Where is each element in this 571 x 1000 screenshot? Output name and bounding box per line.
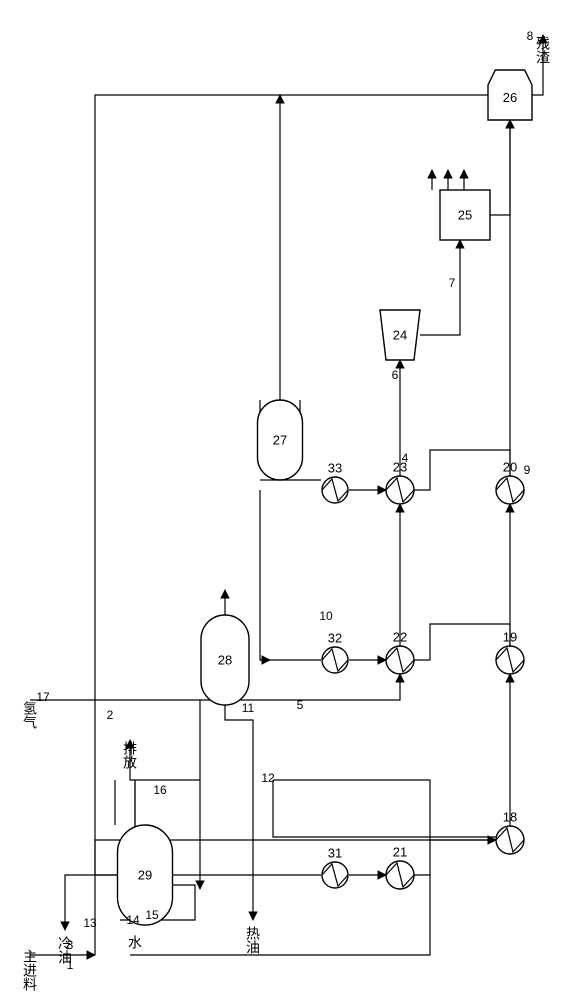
- separator-26: 26: [488, 70, 532, 120]
- stream-line: [414, 450, 510, 490]
- node-label: 33: [328, 461, 342, 476]
- stream-label-17: 17: [36, 690, 50, 704]
- heat-exchanger-18: 18: [496, 810, 524, 855]
- stream-label-5: 5: [297, 698, 304, 712]
- io-label-hot_oil: 热油: [245, 926, 261, 954]
- heat-exchanger-31: 31: [322, 846, 348, 889]
- io-label-residue: 残渣: [535, 36, 551, 64]
- svg-text:28: 28: [218, 653, 232, 668]
- node-label: 32: [328, 631, 342, 646]
- stream-line: [130, 875, 430, 955]
- stream-label-6: 6: [392, 368, 399, 382]
- stream-label-4: 4: [402, 451, 409, 465]
- stream-line: [260, 490, 321, 660]
- stream-line: [273, 780, 496, 837]
- drum-28: 28: [201, 615, 249, 705]
- stream-label-7: 7: [449, 276, 456, 290]
- heat-exchanger-32: 32: [322, 631, 348, 674]
- stream-label-10: 10: [319, 609, 333, 623]
- node-label: 18: [503, 810, 517, 825]
- node-label: 22: [393, 630, 407, 645]
- stream-line: [414, 624, 510, 660]
- stream-line: [273, 780, 430, 840]
- unit-24: 24: [380, 310, 420, 360]
- node-label: 21: [393, 845, 407, 860]
- svg-text:24: 24: [393, 328, 407, 343]
- node-label: 31: [328, 846, 342, 861]
- svg-text:26: 26: [503, 90, 517, 105]
- stream-label-2: 2: [107, 708, 114, 722]
- heat-exchanger-19: 19: [496, 630, 524, 675]
- stream-line: [95, 95, 488, 875]
- io-label-main_feed: 主进料: [22, 949, 38, 991]
- io-label-hydrogen: 氢气: [22, 701, 38, 729]
- node-label: 19: [503, 630, 517, 645]
- heat-exchanger-33: 33: [322, 461, 348, 504]
- stream-label-16: 16: [153, 783, 167, 797]
- heat-exchanger-20: 20: [496, 460, 524, 505]
- stream-label-11: 11: [242, 701, 255, 715]
- stream-label-9: 9: [524, 463, 531, 477]
- stream-label-15: 15: [145, 908, 159, 922]
- drum-27: 27: [258, 400, 303, 480]
- svg-text:27: 27: [273, 433, 287, 448]
- stream-label-12: 12: [261, 771, 275, 785]
- stream-label-8: 8: [527, 29, 534, 43]
- io-label-discharge: 排放: [122, 741, 138, 770]
- stream-label-14: 14: [126, 913, 140, 927]
- stream-line: [490, 120, 510, 215]
- svg-text:25: 25: [458, 208, 472, 223]
- heat-exchanger-21: 21: [386, 845, 414, 890]
- io-label-water: 水: [127, 935, 143, 949]
- stream-label-13: 13: [83, 916, 97, 930]
- node-label: 20: [503, 460, 517, 475]
- vessel-25: 25: [440, 190, 490, 240]
- heat-exchanger-23: 23: [386, 460, 414, 505]
- svg-text:29: 29: [138, 868, 152, 883]
- io-label-cold_oil: 冷油: [57, 936, 73, 964]
- process-flow-diagram: 1819202122233132333024252627282912345678…: [0, 0, 571, 1000]
- heat-exchanger-22: 22: [386, 630, 414, 675]
- stream-line: [130, 740, 200, 780]
